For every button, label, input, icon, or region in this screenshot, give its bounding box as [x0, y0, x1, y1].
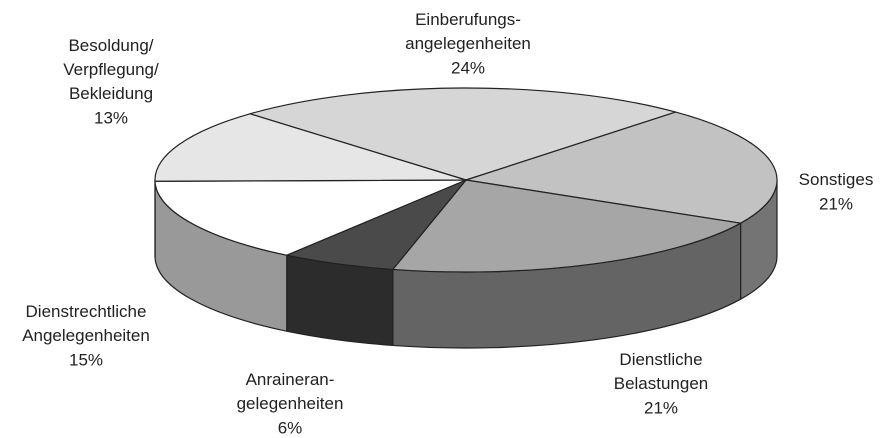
- value-label: 21%: [819, 194, 853, 213]
- pie-slice: [465, 111, 778, 224]
- slice-label-line: Anraineran-: [246, 370, 335, 389]
- value-label: 15%: [69, 350, 103, 369]
- value-label: 6%: [278, 418, 303, 437]
- value-label: 21%: [644, 398, 678, 417]
- slice-label-line: Dienstrechtliche: [26, 302, 147, 321]
- slice-label-line: Angelegenheiten: [22, 326, 150, 345]
- slice-label: Dienstrechtliche Angelegenheiten: [22, 302, 150, 345]
- slice-label: Dienstliche Belastungen: [614, 350, 709, 393]
- slice-label: Anraineran-gelegenheiten: [237, 370, 344, 413]
- slice-label-line: Besoldung/: [68, 36, 153, 55]
- pie-slice: [249, 87, 677, 181]
- slice-label-line: Sonstiges: [799, 170, 874, 189]
- slice-label: Besoldung/Verpflegung/Bekleidung: [63, 36, 159, 103]
- pie-slice: [392, 179, 742, 273]
- value-label: 13%: [94, 108, 128, 127]
- slice-label-line: Bekleidung: [69, 84, 153, 103]
- slice-label-line: Belastungen: [614, 374, 709, 393]
- slice-label: Einberufungs-angelegenheiten: [405, 10, 531, 53]
- slice-label-line: gelegenheiten: [237, 394, 344, 413]
- slice-label-line: Verpflegung/: [63, 60, 159, 79]
- slice-label-line: Dienstliche: [619, 350, 702, 369]
- slice-label: Sonstiges: [799, 170, 874, 189]
- value-label: 24%: [451, 58, 485, 77]
- pie-sides: [154, 179, 778, 349]
- pie-slice: [154, 113, 467, 182]
- slice-label-line: Einberufungs-: [415, 10, 521, 29]
- pie-tops: [154, 87, 778, 273]
- pie-slice: [154, 179, 467, 256]
- slice-label-line: angelegenheiten: [405, 34, 531, 53]
